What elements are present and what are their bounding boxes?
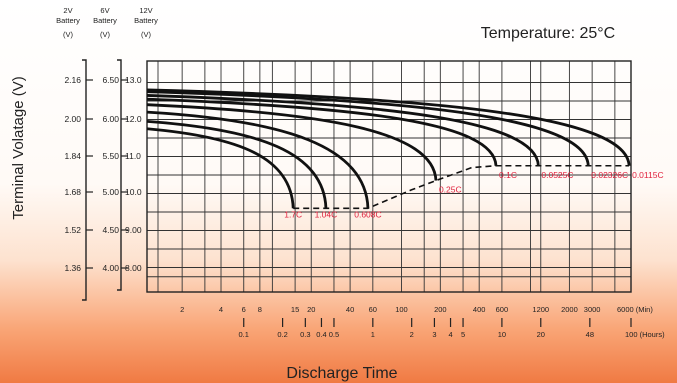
x-tick-hour: 48	[586, 330, 594, 339]
x-tick-hour: 20	[537, 330, 545, 339]
x-tick-min: 6	[242, 305, 246, 314]
curve-rate-label: 0.0525C	[541, 170, 573, 180]
x-tick-min: 2000	[561, 305, 578, 314]
axis-header-text: (V)	[63, 30, 74, 39]
x-tick-min: 60	[369, 305, 377, 314]
axis-bracket	[117, 59, 122, 291]
axis-tick-label: 9.00	[125, 225, 142, 235]
axis-tick-label: 5.50	[102, 151, 119, 161]
curve-rate-label: 0.25C	[439, 185, 462, 195]
x-tick-min: 400	[473, 305, 486, 314]
axis-header-text: 6V	[100, 6, 109, 15]
x-tick-hour: 0.5	[329, 330, 339, 339]
end-voltage-dashed	[293, 164, 630, 210]
x-tick-min: 1200	[532, 305, 549, 314]
axis-header-text: 12V	[139, 6, 152, 15]
x-tick-hour: 0.4	[316, 330, 326, 339]
x-tick-hour: 1	[371, 330, 375, 339]
axis-header-text: Battery	[134, 16, 158, 25]
curves: 1.7C 1.04C 0.608C 0.25C 0.1C 0.0525C 0.02326C 0…	[146, 88, 664, 219]
discharge-curve	[146, 119, 328, 209]
axis-header-text: Battery	[56, 16, 80, 25]
x-tick-hour: 2	[410, 330, 414, 339]
x-tick-min: 3000	[584, 305, 601, 314]
curve-rate-label: 1.7C	[284, 209, 302, 219]
x-tick-min: 600	[496, 305, 509, 314]
axis-tick-label: 1.52	[64, 225, 81, 235]
x-tick-min: 8	[258, 305, 262, 314]
axis-header-text: 2V	[63, 6, 72, 15]
discharge-curve	[146, 88, 631, 166]
axis-tick-label: 4.00	[102, 263, 119, 273]
discharge-curve	[146, 103, 438, 181]
curve-rate-label: 0.608C	[354, 209, 381, 219]
x-tick-min: 20	[307, 305, 315, 314]
axis-tick-label: 10.0	[125, 187, 142, 197]
axis-tick-label: 1.68	[64, 187, 81, 197]
axis-header-text: (V)	[141, 30, 152, 39]
plot-frame	[146, 60, 632, 293]
axis-tick-label: 6.00	[102, 114, 119, 124]
axis-tick-label: 8.00	[125, 263, 142, 273]
axis-tick-label: 12.0	[125, 114, 142, 124]
x-tick-hour: 3	[432, 330, 436, 339]
x-tick-min: 4	[219, 305, 223, 314]
x-tick-min: 100	[395, 305, 408, 314]
chart-title: Temperature: 25°C	[481, 25, 615, 42]
x-tick-min: 40	[346, 305, 354, 314]
curve-rate-label: 0.0115C	[632, 170, 664, 180]
discharge-curve	[146, 90, 590, 166]
x-tick-hour: 0.2	[277, 330, 287, 339]
x-tick-min: 200	[434, 305, 447, 314]
axis-tick-label: 4.50	[102, 225, 119, 235]
curve-rate-label: 1.04C	[315, 209, 338, 219]
y-axis-label: Terminal Volatage (V)	[10, 76, 27, 219]
x-axis-ticks: 2 4 6 8 15 20 40 60 100 200 400 600 1200 2000 3000 6000…	[180, 305, 665, 339]
axis-tick-label: 13.0	[125, 75, 142, 85]
x-tick-min: 6000 (Min)	[617, 305, 653, 314]
x-tick-hour: 5	[461, 330, 465, 339]
x-tick-hour: 0.1	[239, 330, 249, 339]
axis-tick-label: 1.84	[64, 151, 81, 161]
x-tick-hour: 0.3	[300, 330, 310, 339]
axis-tick-label: 11.0	[125, 151, 141, 161]
x-tick-hour: 4	[448, 330, 452, 339]
x-tick-min: 2	[180, 305, 184, 314]
axis-tick-label: 5.00	[102, 187, 119, 197]
axis-bracket	[82, 59, 87, 301]
axis-header-text: (V)	[100, 30, 111, 39]
discharge-curve	[146, 127, 295, 209]
axis-tick-label: 2.00	[64, 114, 81, 124]
axis-tick-label: 2.16	[64, 75, 81, 85]
voltage-axes: 2VBattery(V)2.162.001.841.681.521.366VBa…	[56, 6, 158, 301]
curve-rate-label: 0.02326C	[591, 170, 628, 180]
axis-header-text: Battery	[93, 16, 117, 25]
x-tick-hour: 100 (Hours)	[625, 330, 665, 339]
x-axis-label: Discharge Time	[286, 365, 397, 382]
axis-tick-label: 6.50	[102, 75, 119, 85]
x-tick-min: 15	[291, 305, 299, 314]
axis-tick-label: 1.36	[64, 263, 81, 273]
discharge-curve	[146, 97, 498, 166]
discharge-curve	[146, 94, 540, 166]
discharge-curve	[146, 110, 370, 209]
curve-rate-label: 0.1C	[499, 170, 517, 180]
x-tick-hour: 10	[498, 330, 506, 339]
